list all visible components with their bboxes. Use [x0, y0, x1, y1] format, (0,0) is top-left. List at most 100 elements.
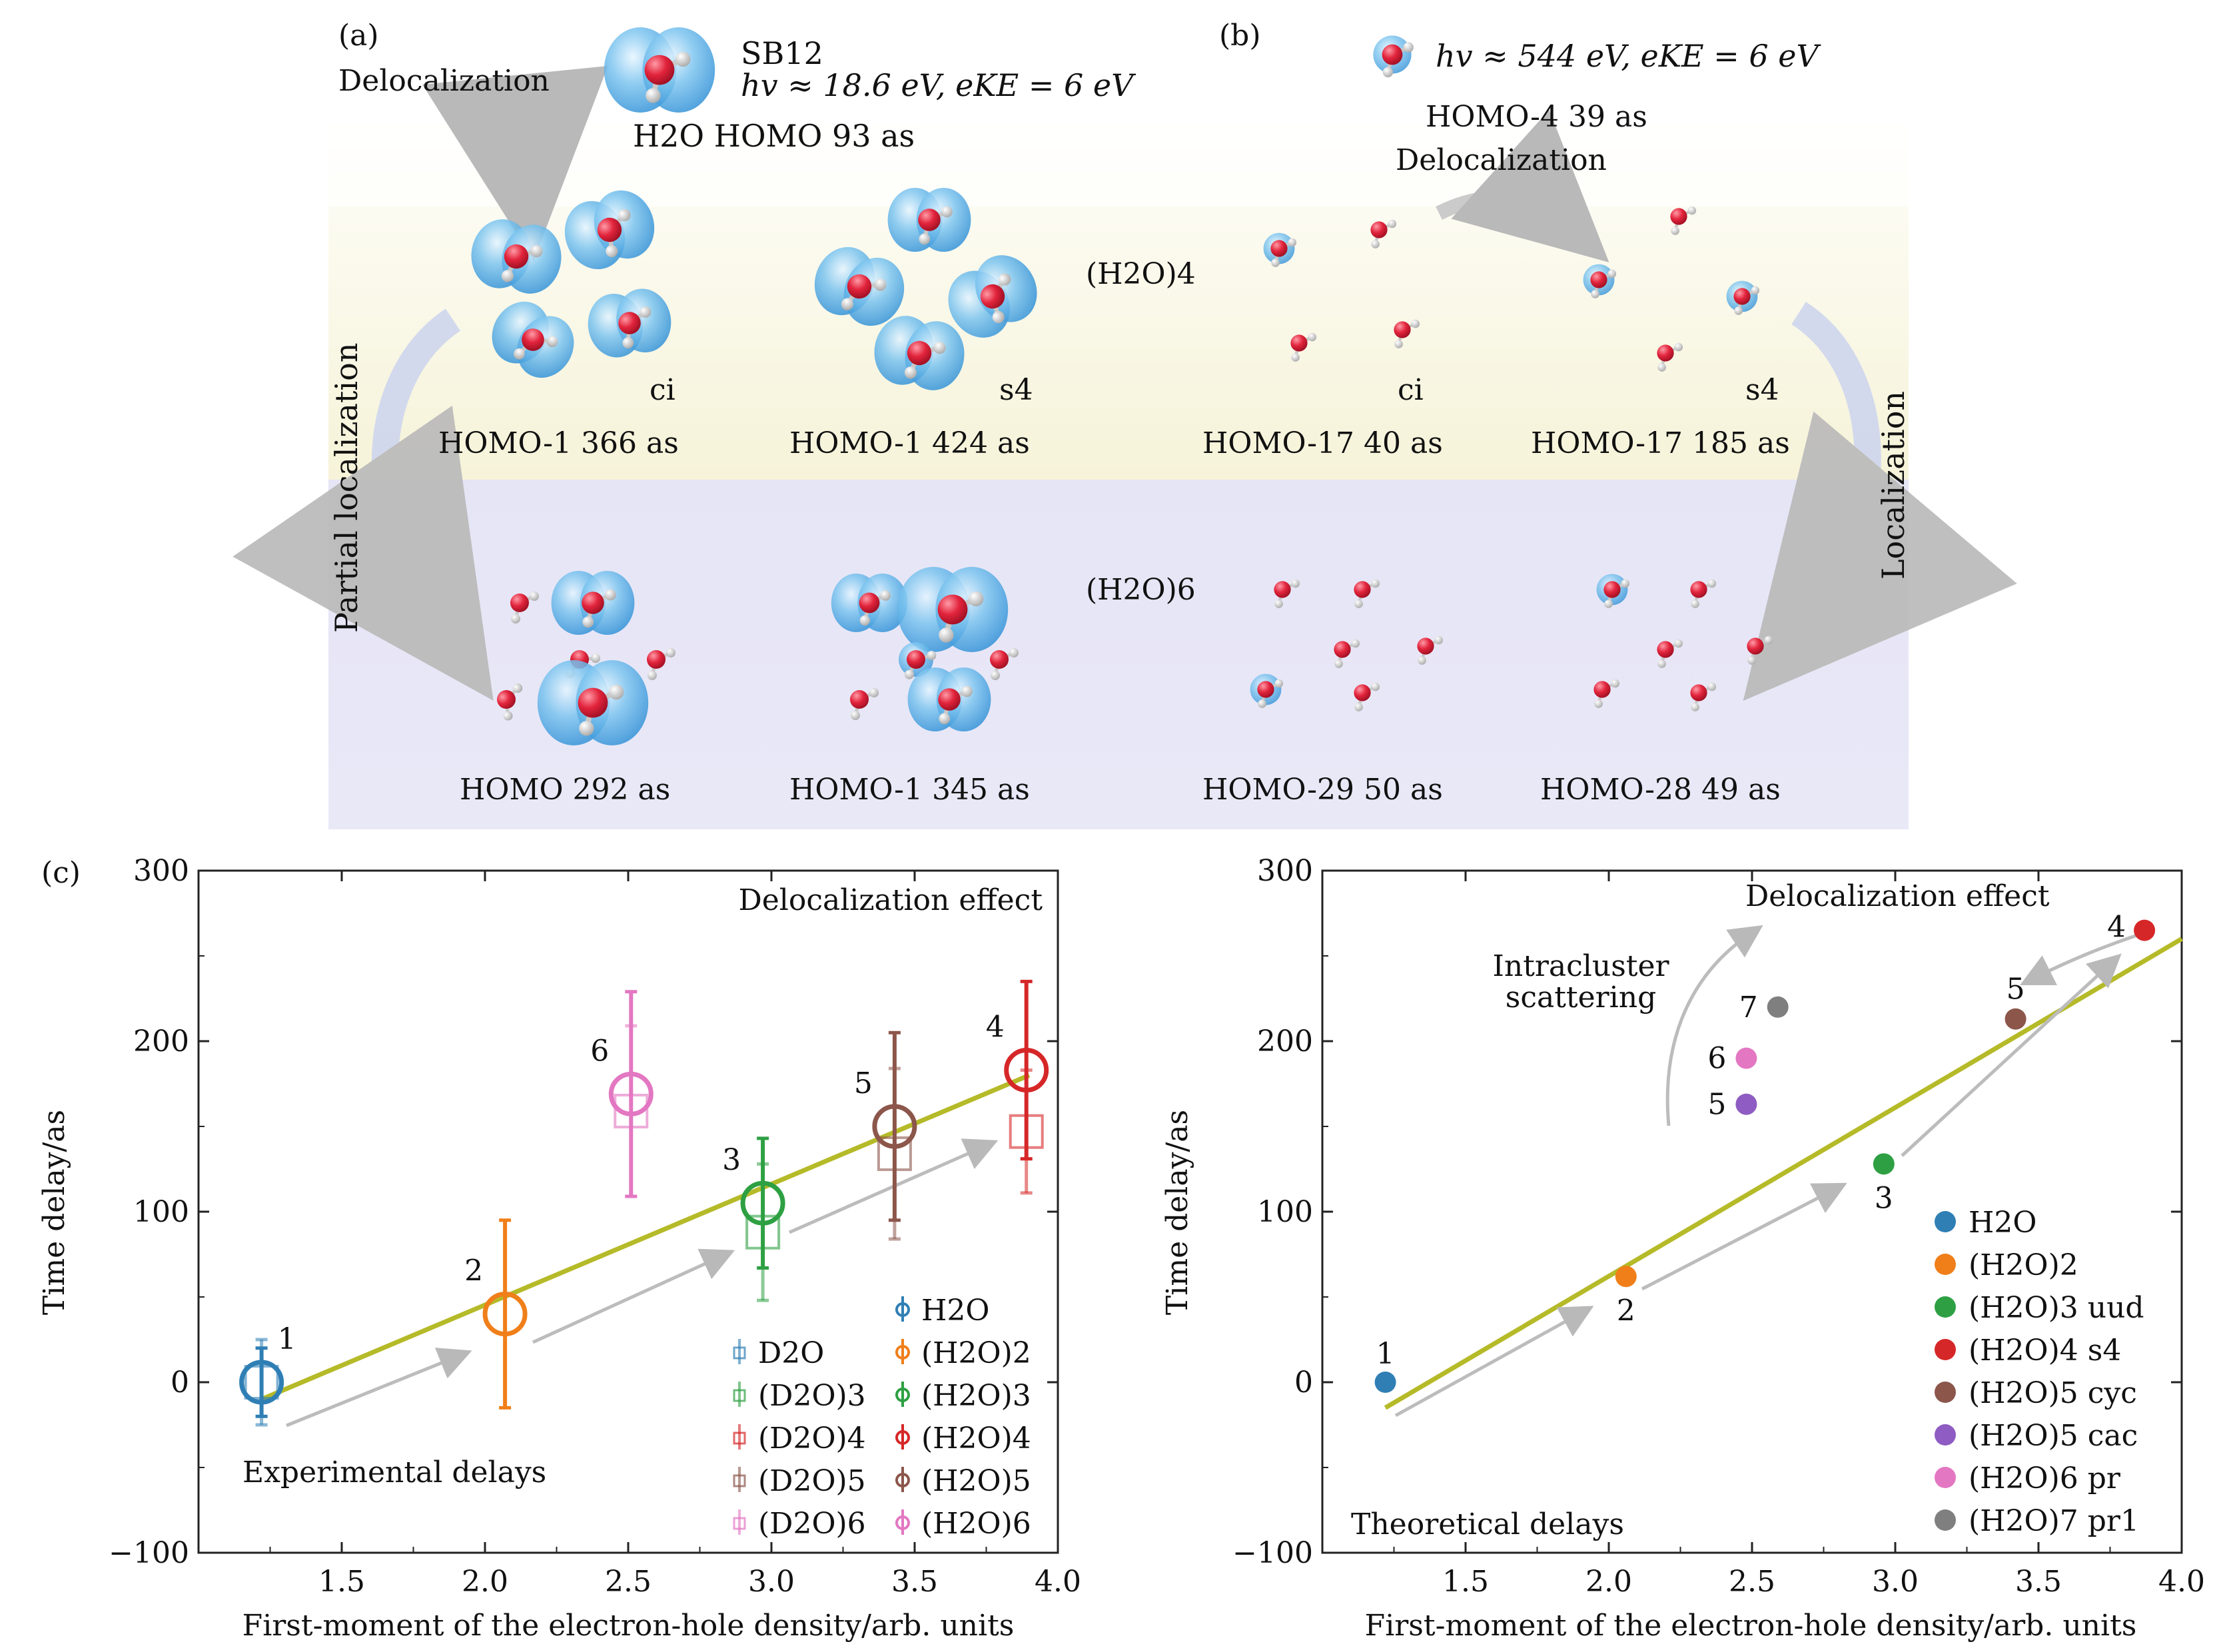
oxygen-atom — [1590, 271, 1607, 288]
chart-left-fit — [260, 1072, 1031, 1402]
marker-square — [745, 1214, 781, 1250]
chart-left-ylabel: Time delay/as — [37, 1110, 71, 1315]
chart-left-arrows — [286, 1138, 999, 1428]
panel-b-homo4: HOMO-4 39 as — [1426, 100, 1647, 134]
hydrogen-atom — [1382, 67, 1394, 78]
hydrogen-atom — [1691, 703, 1699, 711]
hydrogen-atom — [1764, 635, 1773, 645]
legend-label: (H2O)5 cyc — [1969, 1376, 2137, 1410]
oxygen-atom — [1274, 581, 1291, 598]
panel-a-label: (a) — [338, 19, 379, 53]
legend-square — [733, 1474, 746, 1487]
h2o6-left-caption-a: HOMO 292 as — [460, 773, 670, 807]
oxygen-atom — [618, 312, 641, 334]
h2o4-ci-caption-b: HOMO-17 40 as — [1202, 426, 1443, 460]
water-molecule — [850, 688, 879, 720]
water-molecule — [551, 571, 635, 635]
h2o6-right-caption-b: HOMO-28 49 as — [1540, 773, 1781, 807]
marker-square — [244, 1365, 279, 1400]
data-point: 2 — [464, 1218, 528, 1410]
water-molecule — [497, 683, 523, 721]
legend-circle — [895, 1388, 910, 1402]
panel-b-energy: hv ≈ 544 eV, eKE = 6 eV — [1436, 38, 1822, 74]
hydrogen-atom — [640, 306, 652, 318]
water-molecule — [1394, 319, 1420, 348]
oxygen-atom — [1733, 288, 1751, 305]
hydrogen-atom — [919, 233, 931, 245]
arrow-partial-localization — [232, 308, 494, 701]
hydrogen-atom — [501, 270, 514, 282]
water-molecule — [831, 574, 908, 632]
oxygen-atom — [1354, 581, 1371, 598]
hydrogen-atom — [1411, 319, 1420, 328]
water-molecule — [1747, 635, 1773, 665]
legend-label: H2O — [921, 1294, 989, 1328]
legend-square — [733, 1517, 746, 1530]
hydrogen-atom — [999, 273, 1011, 286]
oxygen-atom — [938, 688, 961, 711]
data-point: 3 — [1873, 1153, 1895, 1215]
water-molecule — [1373, 35, 1414, 78]
data-point: 4 — [986, 979, 1049, 1161]
data-point — [614, 1024, 649, 1198]
chart-experimental: (c) Delocalization effect Experimental d… — [37, 854, 1081, 1643]
water-molecule — [887, 188, 971, 252]
hydrogen-atom — [1258, 699, 1266, 708]
hydrogen-atom — [1371, 579, 1380, 588]
point-number-label: 5 — [2006, 973, 2025, 1007]
oxygen-atom — [907, 340, 932, 366]
water-molecule — [1690, 579, 1717, 608]
oxygen-atom — [907, 650, 925, 669]
orbital-lobe — [576, 660, 649, 745]
hydrogen-atom — [605, 589, 616, 601]
legend-circle — [895, 1473, 910, 1487]
hydrogen-atom — [513, 683, 523, 693]
oxygen-atom — [859, 592, 880, 614]
y-tick-label: 0 — [1294, 1366, 1313, 1400]
chart-left-title: Delocalization effect — [738, 883, 1043, 917]
water-molecule — [1417, 635, 1444, 665]
oxygen-atom — [847, 274, 872, 299]
chart-right-marks: 1 2 3 4 5 5 67 — [1374, 911, 2156, 1393]
trend-arrow — [1901, 953, 2122, 1157]
legend-dot — [1935, 1509, 1956, 1531]
hydrogen-atom — [1621, 579, 1630, 588]
legend-label: (H2O)3 uud — [1969, 1291, 2144, 1325]
hydrogen-atom — [1394, 340, 1403, 348]
oxygen-atom — [597, 217, 622, 242]
arrow-localization — [1743, 302, 2017, 701]
marker-dot — [2005, 1008, 2026, 1030]
oxygen-atom — [504, 244, 529, 269]
y-tick-label: 100 — [133, 1195, 189, 1229]
panel-c-label: (c) — [41, 856, 81, 890]
legend-label: (H2O)6 pr — [1969, 1461, 2121, 1495]
x-tick-label: 2.0 — [1585, 1565, 1632, 1599]
point-number-label: 7 — [1739, 991, 1758, 1025]
hydrogen-atom — [874, 278, 887, 291]
hydrogen-atom — [1351, 639, 1360, 648]
panel-b-localization: Localization — [1875, 391, 1911, 580]
data-point — [244, 1338, 279, 1427]
orbital-lobe — [642, 27, 715, 113]
oxygen-atom — [1334, 641, 1351, 658]
hydrogen-atom — [933, 342, 946, 354]
hydrogen-atom — [1707, 579, 1717, 588]
y-tick-label: 0 — [171, 1366, 189, 1400]
hydrogen-atom — [1009, 648, 1019, 657]
hydrogen-atom — [546, 336, 558, 348]
legend-label: D2O — [758, 1336, 824, 1370]
molecule-panels: (a) Delocalization SB12 hv ≈ 18.6 eV, eK… — [232, 19, 2017, 829]
data-point — [877, 1066, 912, 1241]
point-number-label: 6 — [1707, 1042, 1726, 1076]
hydrogen-atom — [648, 671, 657, 680]
h2o4-s4-caption-b: HOMO-17 185 as — [1531, 426, 1790, 460]
legend-square — [733, 1432, 746, 1445]
water-molecule — [1274, 579, 1300, 608]
fit-line — [260, 1072, 1031, 1402]
hydrogen-atom — [1691, 600, 1699, 608]
hydrogen-atom — [841, 298, 854, 310]
hydrogen-atom — [513, 348, 525, 360]
hydrogen-atom — [618, 208, 631, 222]
legend-dot — [1935, 1424, 1956, 1446]
y-tick-label: −100 — [1232, 1536, 1313, 1570]
